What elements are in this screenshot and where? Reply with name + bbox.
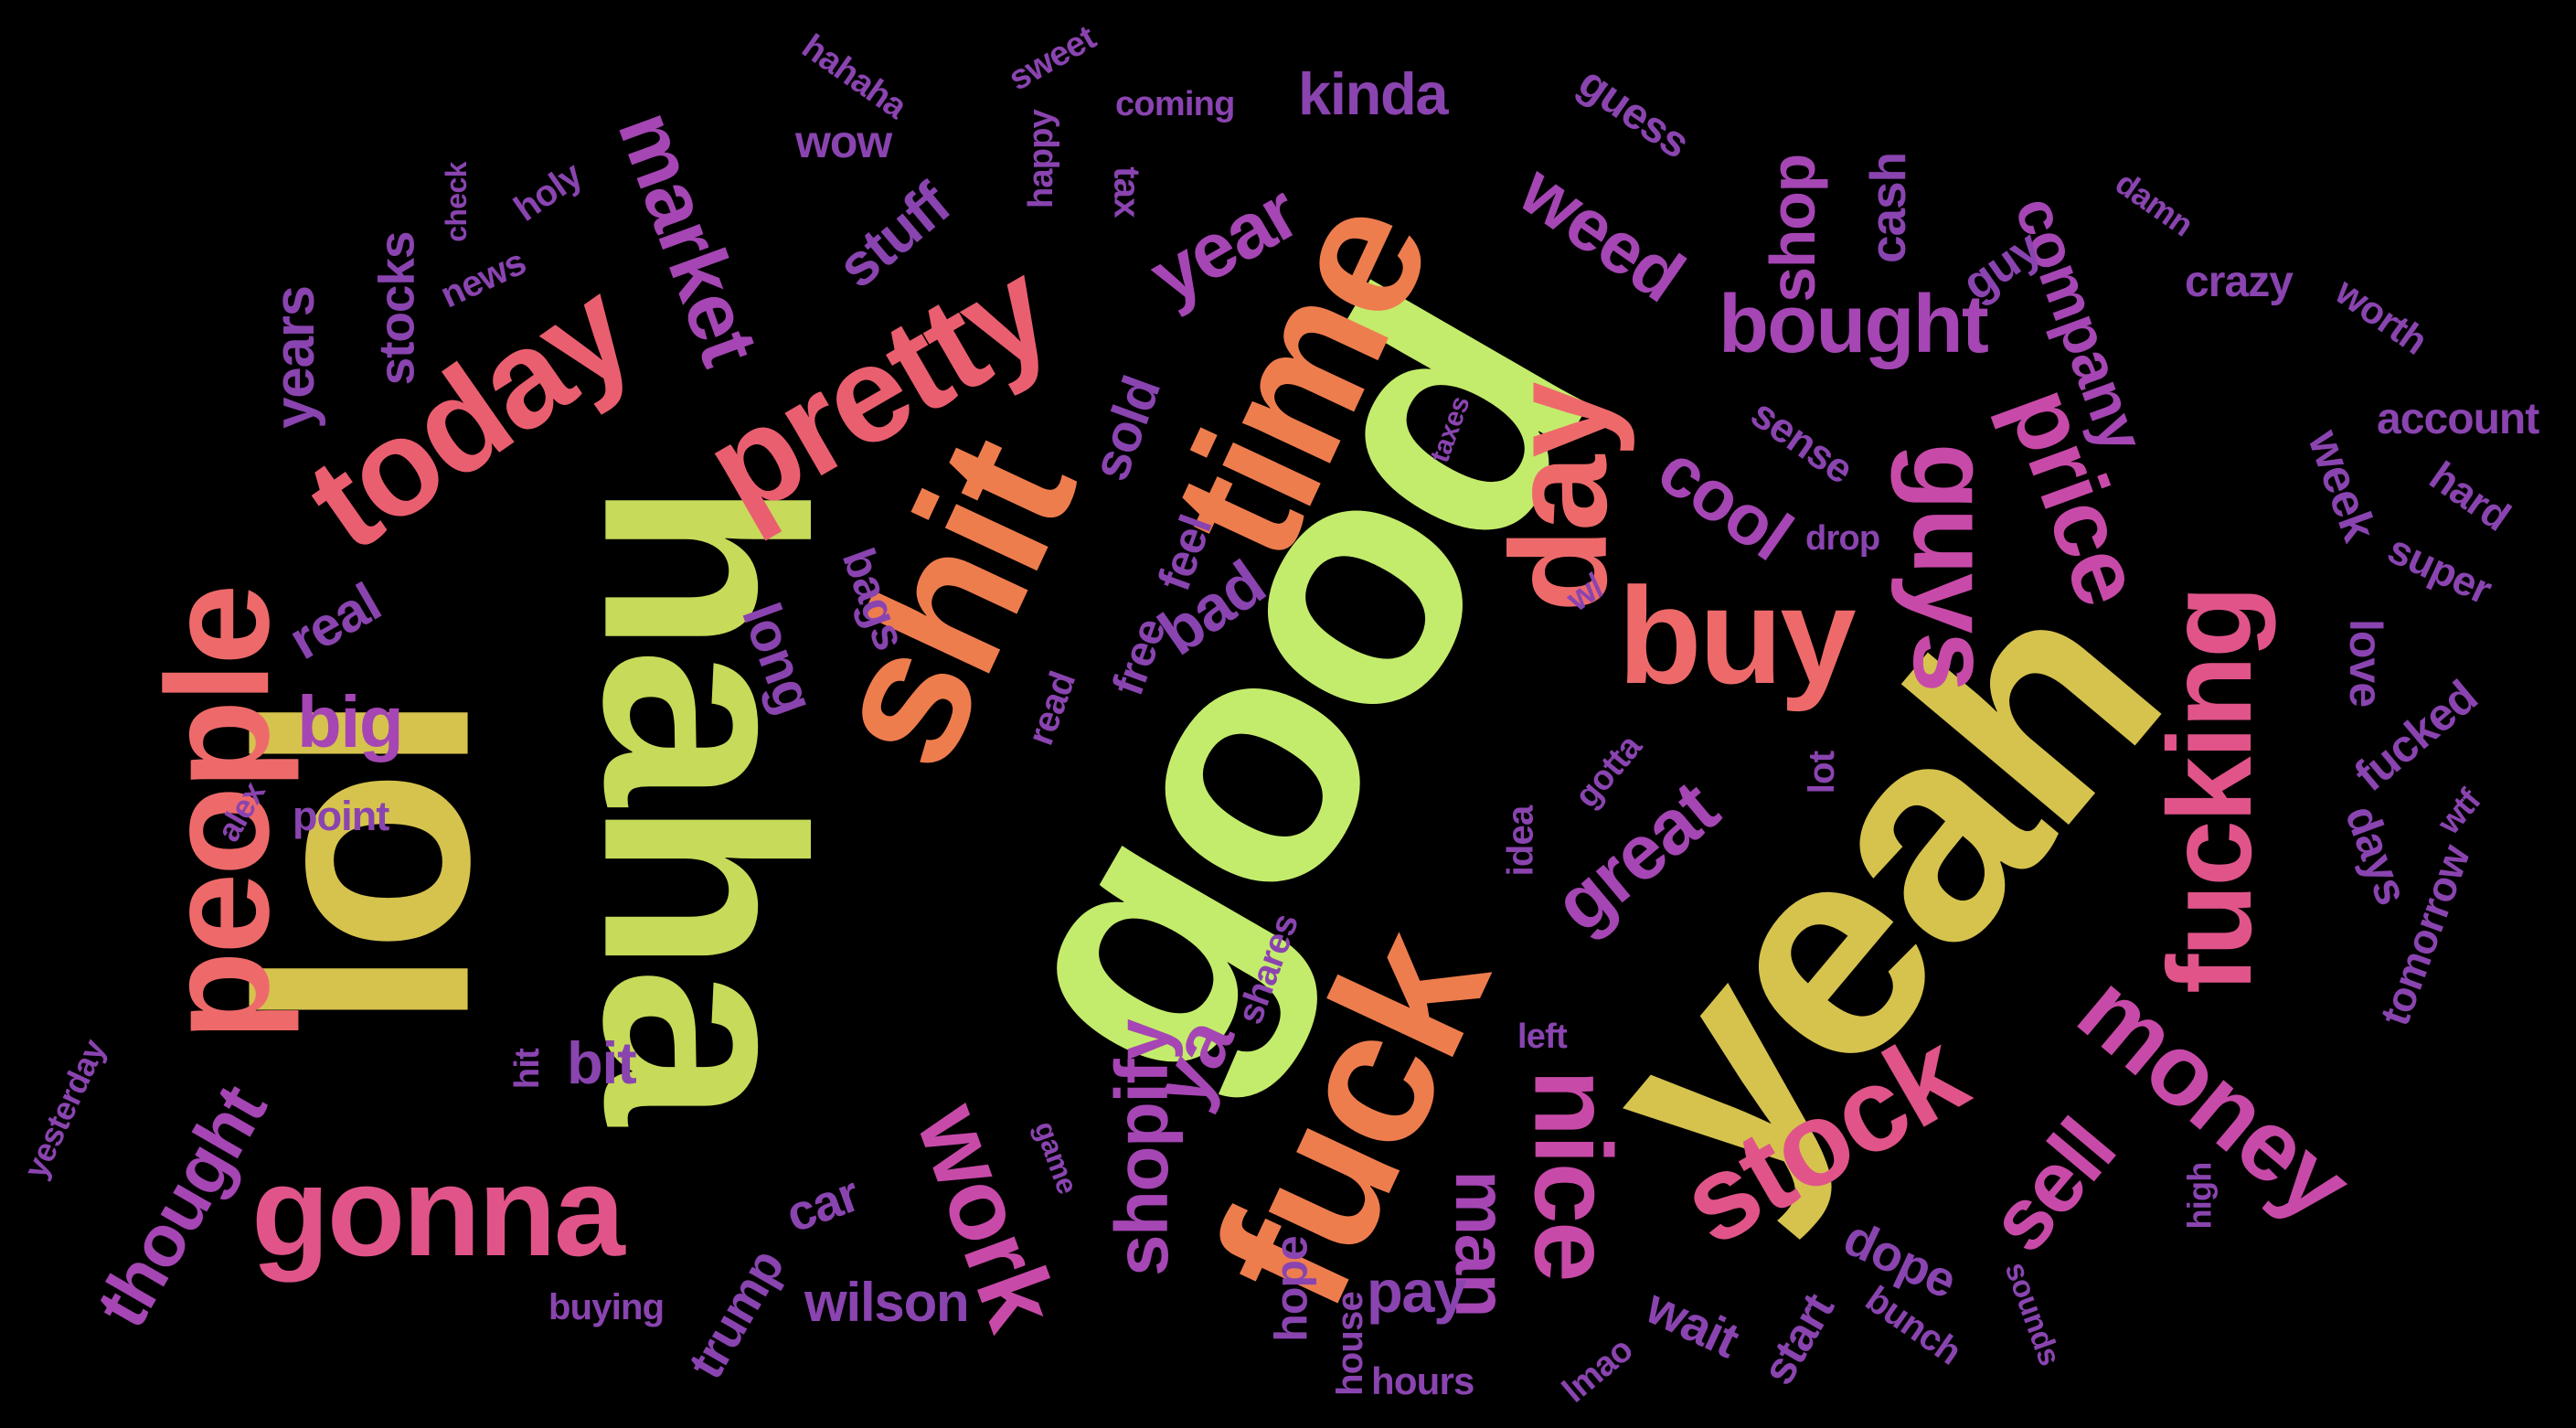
- word-wtf: wtf: [2429, 782, 2488, 841]
- word-account: account: [2377, 395, 2539, 443]
- word-hit: hit: [508, 1048, 548, 1090]
- word-pay: pay: [1367, 1258, 1466, 1325]
- word-house: house: [1329, 1292, 1370, 1396]
- word-sense: sense: [1742, 389, 1862, 493]
- word-sweet: sweet: [1002, 18, 1102, 99]
- word-kinda: kinda: [1298, 60, 1449, 127]
- word-haha: haha: [545, 480, 863, 1120]
- word-big: big: [297, 681, 404, 762]
- word-stocks: stocks: [367, 231, 425, 386]
- word-wilson: wilson: [804, 1272, 970, 1333]
- word-check: check: [439, 162, 473, 242]
- word-game: game: [1027, 1116, 1085, 1199]
- word-market: market: [600, 100, 775, 376]
- word-super: super: [2380, 525, 2499, 613]
- word-love: love: [2340, 618, 2392, 708]
- word-shop: shop: [1756, 155, 1828, 303]
- word-weed: weed: [1506, 148, 1698, 317]
- word-gonna: gonna: [251, 1139, 625, 1283]
- word-hahaha: hahaha: [794, 27, 913, 127]
- word-buying: buying: [548, 1287, 665, 1327]
- word-lot: lot: [1802, 751, 1843, 794]
- word-drop: drop: [1805, 519, 1880, 558]
- word-sounds: sounds: [1997, 1257, 2068, 1370]
- word-bought: bought: [1719, 279, 1989, 370]
- word-idea: idea: [1500, 805, 1541, 877]
- word-happy: happy: [1022, 109, 1061, 209]
- word-trump: trump: [676, 1240, 795, 1388]
- word-guys: guys: [1890, 442, 2014, 691]
- word-hours: hours: [1371, 1359, 1474, 1402]
- word-damn: damn: [2108, 164, 2200, 244]
- word-buy: buy: [1618, 559, 1857, 712]
- word-tax: tax: [1106, 166, 1147, 218]
- word-years: years: [262, 286, 326, 429]
- word-worth: worth: [2327, 269, 2435, 363]
- word-guess: guess: [1570, 58, 1698, 168]
- word-left: left: [1517, 1018, 1568, 1056]
- word-point: point: [293, 793, 389, 839]
- word-lmao: lmao: [1555, 1330, 1641, 1411]
- word-thought: thought: [80, 1072, 282, 1341]
- word-hope: hope: [1265, 1236, 1317, 1342]
- word-car: car: [778, 1165, 867, 1243]
- word-high: high: [2180, 1162, 2219, 1230]
- word-nice: nice: [1511, 1069, 1634, 1281]
- word-week: week: [2297, 423, 2386, 548]
- word-sell: sell: [1970, 1102, 2134, 1271]
- word-start: start: [1751, 1285, 1844, 1393]
- word-cash: cash: [1858, 153, 1916, 263]
- word-yesterday: yesterday: [16, 1033, 113, 1184]
- word-fucking: fucking: [2143, 587, 2277, 995]
- word-wow: wow: [795, 116, 892, 167]
- word-hard: hard: [2421, 452, 2519, 540]
- word-wait: wait: [1637, 1277, 1748, 1369]
- word-holy: holy: [506, 155, 590, 229]
- word-day: day: [1481, 384, 1635, 613]
- word-bit: bit: [567, 1029, 637, 1096]
- word-days: days: [2335, 798, 2419, 911]
- word-coming: coming: [1115, 85, 1235, 123]
- word-crazy: crazy: [2185, 258, 2294, 306]
